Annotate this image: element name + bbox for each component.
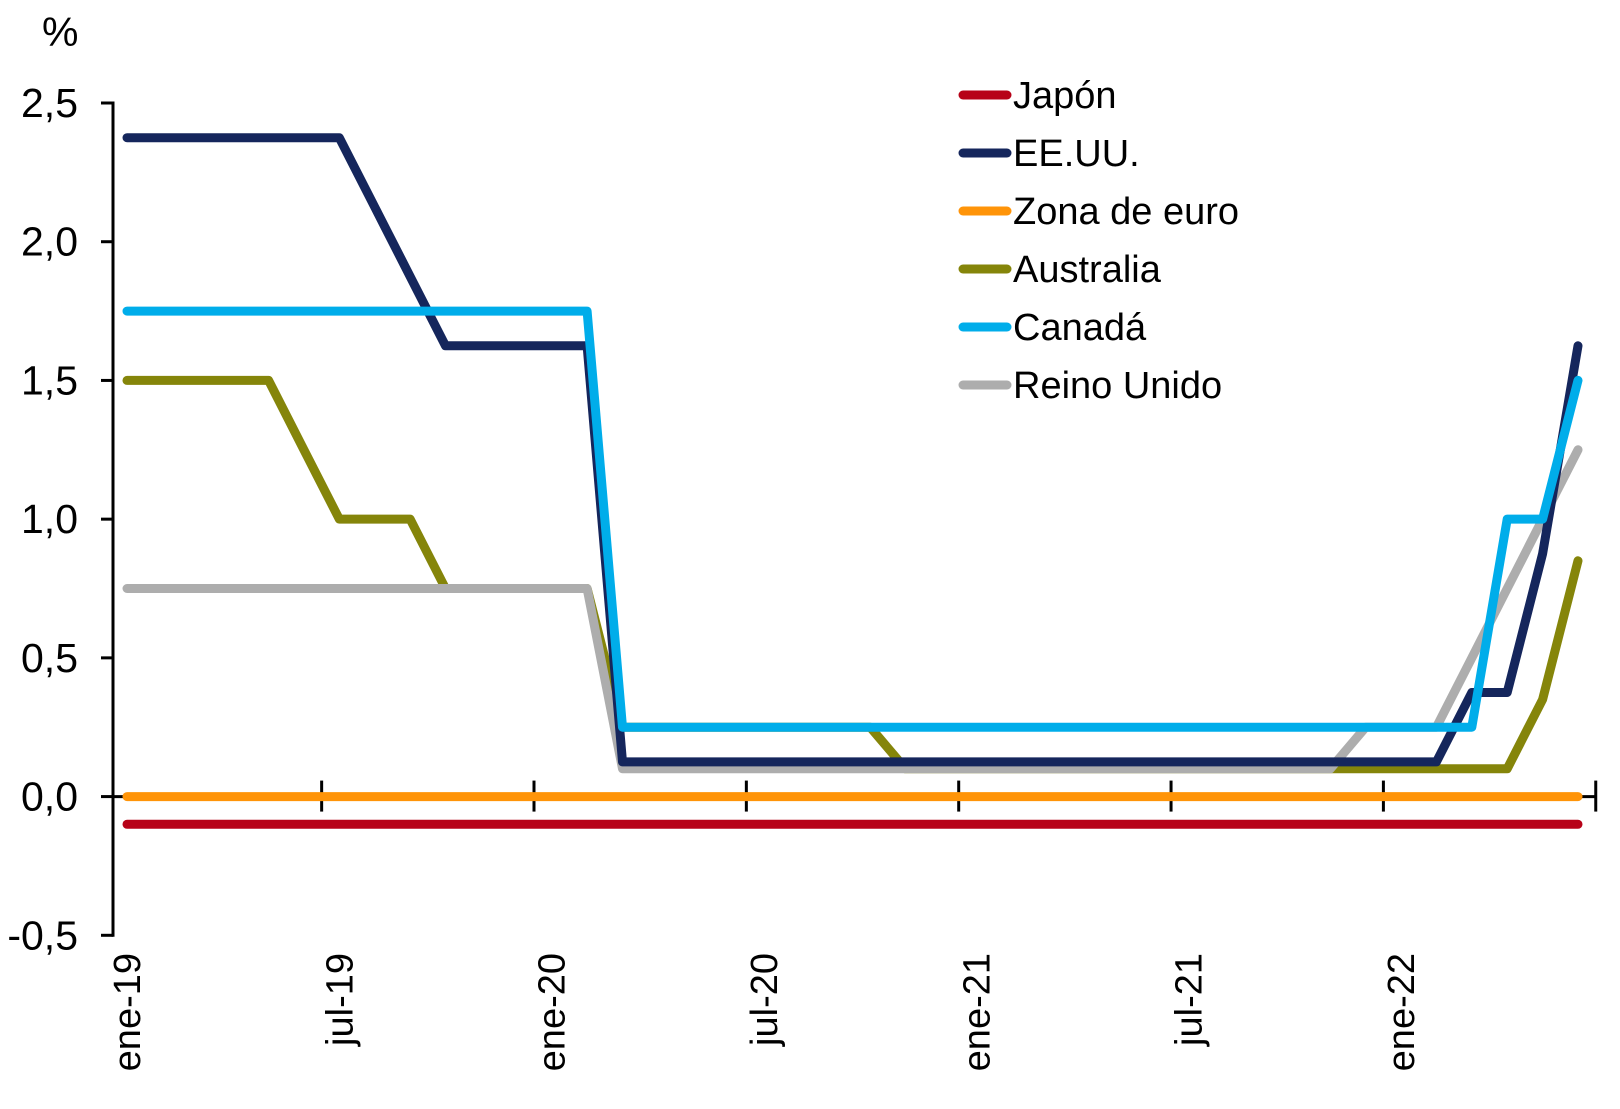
x-tick-label: ene-20 — [532, 953, 574, 1071]
x-tick-label: ene-21 — [956, 953, 998, 1071]
y-tick-label: 2,0 — [21, 219, 78, 265]
x-tick-label: jul-19 — [319, 953, 361, 1047]
legend-label-australia: Australia — [1013, 249, 1162, 291]
y-axis-unit-label: % — [42, 9, 78, 55]
y-tick-label: 0,0 — [21, 774, 78, 820]
y-tick-label: 1,5 — [21, 357, 78, 403]
legend-label-ee-uu: EE.UU. — [1013, 133, 1140, 175]
y-tick-label: 2,5 — [21, 80, 78, 126]
x-tick-label: jul-21 — [1169, 953, 1211, 1047]
x-tick-label: ene-22 — [1381, 953, 1423, 1071]
x-tick-label: ene-19 — [107, 953, 149, 1071]
legend-label-zona-de-euro: Zona de euro — [1013, 191, 1239, 233]
series-line-australia — [122, 375, 1583, 774]
series-line-reino-unido — [122, 445, 1583, 774]
legend-label-japon: Japón — [1013, 75, 1117, 117]
legend-label-reino-unido: Reino Unido — [1013, 365, 1222, 407]
series-line-canada — [122, 306, 1583, 732]
x-tick-label: jul-20 — [744, 953, 786, 1047]
series-line-ee-uu — [122, 133, 1583, 767]
legend-label-canada: Canadá — [1013, 307, 1147, 349]
y-tick-label: 0,5 — [21, 635, 78, 681]
y-tick-label: -0,5 — [7, 912, 78, 958]
y-tick-label: 1,0 — [21, 496, 78, 542]
